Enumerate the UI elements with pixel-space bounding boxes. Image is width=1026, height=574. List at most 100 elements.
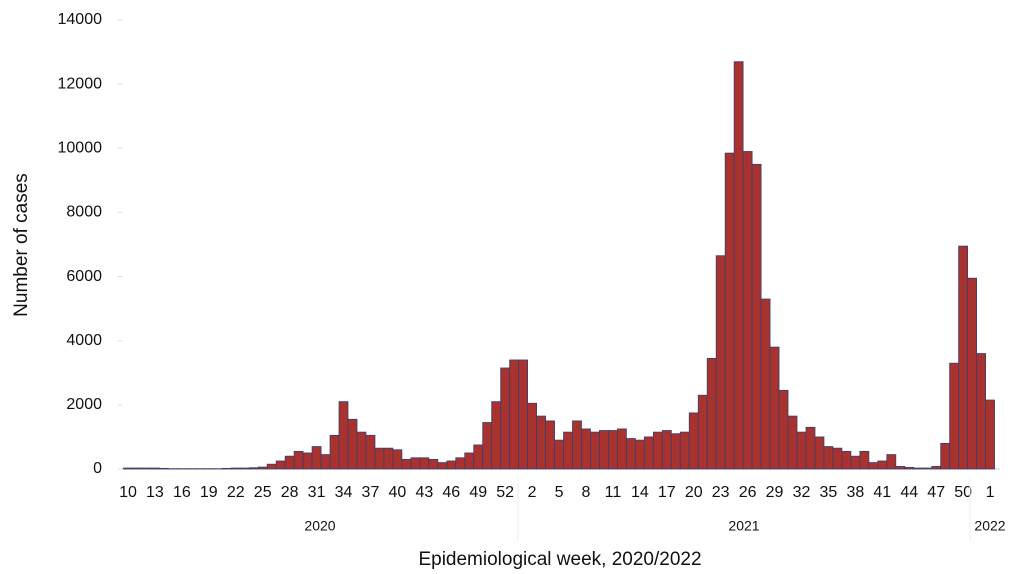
y-tick-label: 14000 [58, 11, 103, 28]
bar [715, 255, 726, 470]
bar [868, 462, 879, 470]
bar [823, 446, 834, 470]
bar [661, 430, 672, 470]
bar [410, 457, 421, 470]
bar [150, 467, 160, 470]
bar [877, 460, 888, 470]
bar [545, 420, 555, 470]
bar [455, 457, 466, 470]
bar [724, 152, 735, 470]
bar [652, 431, 663, 470]
bar [643, 436, 654, 470]
bar [634, 439, 645, 470]
x-tick-label: 32 [793, 484, 811, 501]
bar [895, 466, 906, 470]
bar [239, 467, 250, 470]
bar [931, 466, 942, 470]
bar [473, 444, 484, 470]
bar [617, 428, 627, 470]
bar [302, 452, 313, 470]
x-tick-label: 23 [712, 484, 730, 501]
bar [437, 462, 448, 470]
bar [778, 390, 789, 470]
bar [940, 442, 951, 470]
x-tick-label: 10 [119, 484, 137, 501]
bar [697, 394, 708, 470]
x-tick-label: 13 [146, 484, 164, 501]
bar [266, 463, 277, 470]
bar [554, 439, 564, 470]
x-tick-label: 46 [442, 484, 460, 501]
bar [257, 466, 268, 470]
bar [922, 467, 933, 470]
bar [392, 449, 403, 470]
x-tick-label: 34 [335, 484, 353, 501]
bar [311, 446, 322, 470]
bar [159, 467, 169, 470]
x-tick-label: 16 [173, 484, 191, 501]
x-tick-label: 47 [927, 484, 945, 501]
bar [446, 460, 457, 470]
bar [913, 467, 924, 470]
bar [509, 359, 520, 470]
bar [805, 426, 816, 470]
x-tick-label: 1 [986, 484, 995, 501]
x-tick-label: 17 [658, 484, 676, 501]
y-tick-label: 8000 [66, 204, 102, 221]
bar [967, 277, 978, 470]
bar [338, 401, 349, 470]
bar [284, 455, 295, 470]
x-tick-label: 44 [900, 484, 918, 501]
year-label: 2022 [974, 518, 1005, 534]
bar [248, 467, 259, 470]
y-tick-label: 2000 [66, 396, 102, 413]
y-tick-label: 12000 [58, 75, 103, 92]
x-tick-label: 29 [766, 484, 784, 501]
bar [814, 436, 825, 470]
x-tick-label: 28 [281, 484, 299, 501]
x-tick-label: 41 [873, 484, 891, 501]
bar [832, 447, 843, 470]
bar [383, 447, 394, 470]
bar [581, 428, 591, 470]
bar [401, 458, 412, 470]
y-tick-label: 0 [93, 460, 102, 477]
x-tick-label: 25 [254, 484, 272, 501]
x-tick-label: 31 [308, 484, 326, 501]
x-tick-label: 26 [739, 484, 757, 501]
bar [958, 245, 969, 470]
bar [491, 401, 502, 470]
x-tick-label: 49 [469, 484, 487, 501]
bar [679, 431, 690, 470]
bar [599, 430, 609, 470]
y-tick-label: 4000 [66, 332, 102, 349]
bar [751, 163, 762, 470]
bar [590, 431, 600, 470]
year-label: 2020 [304, 518, 335, 534]
bar [374, 447, 385, 470]
x-tick-label: 14 [631, 484, 649, 501]
x-tick-label: 5 [555, 484, 564, 501]
bar [670, 433, 681, 470]
x-tick-label: 35 [820, 484, 838, 501]
bar [841, 450, 852, 470]
x-tick-label: 52 [496, 484, 514, 501]
bar [536, 415, 546, 470]
x-tick-label: 2 [528, 484, 537, 501]
x-tick-label: 8 [582, 484, 591, 501]
x-tick-label: 11 [605, 484, 622, 501]
x-tick-label: 38 [846, 484, 864, 501]
bar [572, 420, 582, 470]
bar [365, 434, 376, 470]
x-axis-title: Epidemiological week, 2020/2022 [418, 549, 701, 570]
bar [320, 454, 331, 470]
bar [563, 431, 573, 470]
bar [527, 402, 537, 470]
bar [329, 434, 340, 470]
x-tick-label: 20 [685, 484, 703, 501]
bar [608, 430, 618, 470]
x-tick-label: 40 [389, 484, 407, 501]
x-tick-label: 50 [954, 484, 972, 501]
bar [850, 455, 861, 470]
